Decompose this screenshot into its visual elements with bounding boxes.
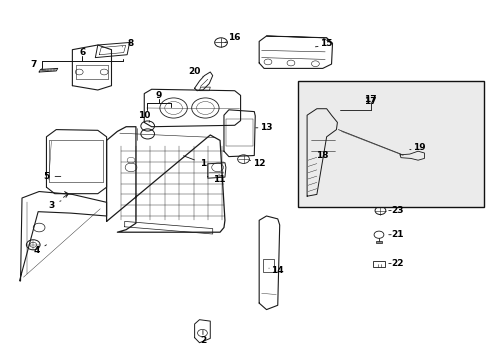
Text: 11: 11 bbox=[212, 175, 225, 184]
Text: 15: 15 bbox=[320, 39, 332, 48]
Bar bbox=[263, 259, 273, 272]
Text: 17: 17 bbox=[364, 97, 376, 106]
Text: 23: 23 bbox=[390, 206, 403, 215]
Text: 6: 6 bbox=[79, 48, 85, 57]
Text: 14: 14 bbox=[271, 266, 284, 275]
Text: 20: 20 bbox=[188, 68, 201, 77]
Text: 22: 22 bbox=[390, 259, 403, 268]
Text: 13: 13 bbox=[260, 123, 272, 132]
Text: 5: 5 bbox=[43, 172, 49, 181]
Text: 16: 16 bbox=[228, 33, 241, 42]
Bar bbox=[375, 241, 381, 243]
Text: 8: 8 bbox=[128, 39, 134, 48]
Text: 10: 10 bbox=[138, 111, 150, 120]
Text: 21: 21 bbox=[390, 230, 403, 239]
Text: 2: 2 bbox=[200, 336, 205, 345]
Bar bbox=[372, 261, 385, 267]
Text: 1: 1 bbox=[200, 159, 205, 168]
Text: 17: 17 bbox=[364, 94, 376, 104]
Text: 18: 18 bbox=[316, 151, 328, 160]
Text: 7: 7 bbox=[30, 60, 37, 69]
Text: 4: 4 bbox=[33, 246, 40, 255]
Text: 19: 19 bbox=[412, 143, 425, 152]
Text: 3: 3 bbox=[48, 201, 54, 210]
Text: 9: 9 bbox=[155, 91, 162, 100]
Bar bbox=[298, 81, 483, 207]
Text: 12: 12 bbox=[252, 159, 265, 168]
